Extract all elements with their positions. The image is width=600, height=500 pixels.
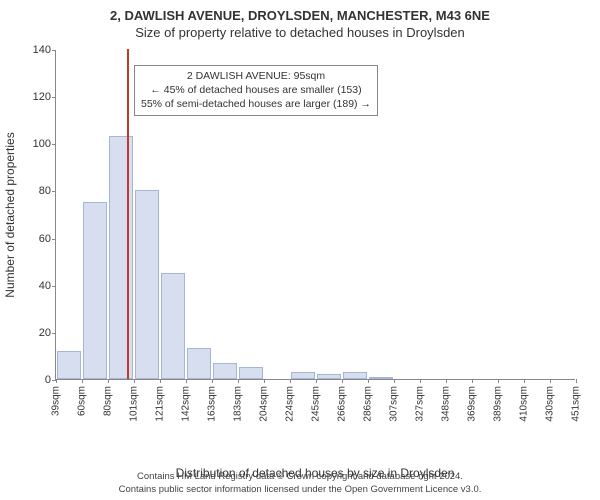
- y-tick-mark: [52, 144, 56, 145]
- title-sub: Size of property relative to detached ho…: [0, 25, 600, 40]
- x-tick-mark: [134, 379, 135, 383]
- x-tick-label: 245sqm: [311, 386, 322, 422]
- y-tick-label: 20: [16, 327, 51, 339]
- chart-container: Number of detached properties 2 DAWLISH …: [55, 50, 575, 430]
- histogram-bar: [187, 348, 211, 379]
- histogram-bar: [291, 372, 315, 379]
- footer-line-1: Contains HM Land Registry data © Crown c…: [0, 471, 600, 483]
- annotation-line: 55% of semi-detached houses are larger (…: [141, 97, 371, 111]
- annotation-line: 2 DAWLISH AVENUE: 95sqm: [141, 69, 371, 83]
- x-tick-mark: [472, 379, 473, 383]
- histogram-bar: [369, 377, 393, 379]
- x-tick-mark: [446, 379, 447, 383]
- annotation-line: ← 45% of detached houses are smaller (15…: [141, 83, 371, 97]
- x-tick-mark: [264, 379, 265, 383]
- x-tick-label: 142sqm: [181, 386, 192, 422]
- x-tick-label: 224sqm: [285, 386, 296, 422]
- x-tick-mark: [82, 379, 83, 383]
- histogram-bar: [109, 136, 133, 379]
- x-tick-label: 410sqm: [519, 386, 530, 422]
- x-tick-mark: [498, 379, 499, 383]
- chart-titles: 2, DAWLISH AVENUE, DROYLSDEN, MANCHESTER…: [0, 0, 600, 40]
- x-tick-mark: [420, 379, 421, 383]
- y-tick-mark: [52, 333, 56, 334]
- histogram-bar: [83, 202, 107, 379]
- x-tick-label: 348sqm: [441, 386, 452, 422]
- y-axis-label: Number of detached properties: [3, 132, 17, 297]
- y-tick-label: 80: [16, 185, 51, 197]
- x-tick-mark: [108, 379, 109, 383]
- x-tick-mark: [212, 379, 213, 383]
- x-tick-label: 80sqm: [103, 386, 114, 416]
- x-tick-mark: [238, 379, 239, 383]
- x-tick-mark: [56, 379, 57, 383]
- histogram-bar: [57, 351, 81, 379]
- y-tick-label: 40: [16, 280, 51, 292]
- x-tick-mark: [342, 379, 343, 383]
- x-tick-mark: [316, 379, 317, 383]
- histogram-bar: [343, 372, 367, 379]
- x-tick-mark: [186, 379, 187, 383]
- x-tick-label: 101sqm: [129, 386, 140, 422]
- x-tick-label: 430sqm: [545, 386, 556, 422]
- histogram-bar: [213, 363, 237, 380]
- y-tick-mark: [52, 286, 56, 287]
- x-tick-mark: [160, 379, 161, 383]
- footer-attribution: Contains HM Land Registry data © Crown c…: [0, 471, 600, 496]
- x-tick-mark: [290, 379, 291, 383]
- x-tick-mark: [550, 379, 551, 383]
- footer-line-2: Contains public sector information licen…: [0, 484, 600, 496]
- y-tick-mark: [52, 191, 56, 192]
- x-tick-label: 451sqm: [571, 386, 582, 422]
- plot-area: 2 DAWLISH AVENUE: 95sqm← 45% of detached…: [55, 50, 575, 380]
- x-tick-label: 307sqm: [389, 386, 400, 422]
- histogram-bar: [161, 273, 185, 379]
- x-tick-mark: [524, 379, 525, 383]
- x-tick-label: 121sqm: [155, 386, 166, 422]
- x-tick-label: 266sqm: [337, 386, 348, 422]
- histogram-bar: [239, 367, 263, 379]
- histogram-bar: [135, 190, 159, 379]
- y-tick-label: 0: [16, 374, 51, 386]
- y-tick-label: 120: [16, 91, 51, 103]
- annotation-box: 2 DAWLISH AVENUE: 95sqm← 45% of detached…: [134, 65, 378, 116]
- x-tick-label: 60sqm: [77, 386, 88, 416]
- x-tick-label: 39sqm: [51, 386, 62, 416]
- y-tick-mark: [52, 239, 56, 240]
- y-tick-label: 100: [16, 138, 51, 150]
- x-tick-label: 369sqm: [467, 386, 478, 422]
- x-tick-label: 183sqm: [233, 386, 244, 422]
- title-main: 2, DAWLISH AVENUE, DROYLSDEN, MANCHESTER…: [0, 8, 600, 23]
- marker-line: [127, 49, 129, 379]
- y-tick-label: 60: [16, 233, 51, 245]
- x-tick-label: 389sqm: [493, 386, 504, 422]
- x-tick-label: 286sqm: [363, 386, 374, 422]
- y-tick-mark: [52, 97, 56, 98]
- histogram-bar: [317, 374, 341, 379]
- x-tick-label: 204sqm: [259, 386, 270, 422]
- y-tick-mark: [52, 50, 56, 51]
- x-tick-mark: [394, 379, 395, 383]
- x-tick-mark: [368, 379, 369, 383]
- x-tick-label: 327sqm: [415, 386, 426, 422]
- y-tick-label: 140: [16, 44, 51, 56]
- x-tick-mark: [576, 379, 577, 383]
- x-tick-label: 163sqm: [207, 386, 218, 422]
